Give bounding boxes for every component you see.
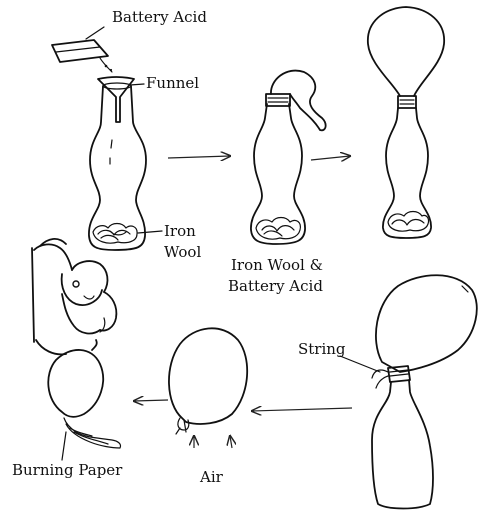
leader-string — [339, 355, 381, 373]
string-knot — [371, 369, 389, 389]
arrow-step-1 — [167, 156, 230, 158]
arrow-step-3 — [252, 408, 353, 411]
funnel-icon — [97, 76, 135, 123]
label-iron: Iron — [164, 222, 196, 240]
inflated-balloon-3 — [367, 6, 445, 109]
hot-air-balloon-6 — [47, 339, 105, 418]
label-string: String — [298, 340, 346, 358]
air-arrows — [194, 436, 232, 449]
label-battery-acid: Battery Acid — [112, 8, 207, 26]
arrow-step-2 — [310, 156, 350, 160]
label-iron-wool-acid-1: Iron Wool & — [231, 256, 323, 274]
iron-wool-2 — [255, 216, 301, 240]
label-wool: Wool — [164, 243, 201, 261]
deflated-balloon-2 — [265, 69, 327, 132]
person-figure — [31, 238, 118, 356]
inflated-balloon-4 — [375, 274, 478, 373]
tied-balloon-5 — [168, 327, 249, 435]
bottle-1 — [88, 82, 147, 251]
label-air: Air — [199, 468, 224, 486]
bottle-3 — [382, 107, 432, 239]
arrow-step-4 — [134, 400, 169, 401]
bottle-4 — [371, 365, 434, 510]
bottle-2 — [250, 103, 306, 245]
label-iron-wool-acid-2: Battery Acid — [228, 277, 323, 295]
leader-funnel — [129, 83, 145, 86]
label-funnel: Funnel — [146, 74, 199, 92]
leader-burning-paper — [61, 431, 67, 461]
label-burning-paper: Burning Paper — [12, 461, 123, 479]
leader-iron-wool — [137, 230, 163, 234]
acid-pour-drops — [99, 57, 113, 73]
burning-paper-icon — [63, 417, 122, 449]
acid-container — [51, 39, 109, 63]
iron-wool-3 — [387, 210, 430, 232]
leader-battery-acid — [85, 26, 105, 40]
iron-wool-1 — [92, 222, 138, 244]
